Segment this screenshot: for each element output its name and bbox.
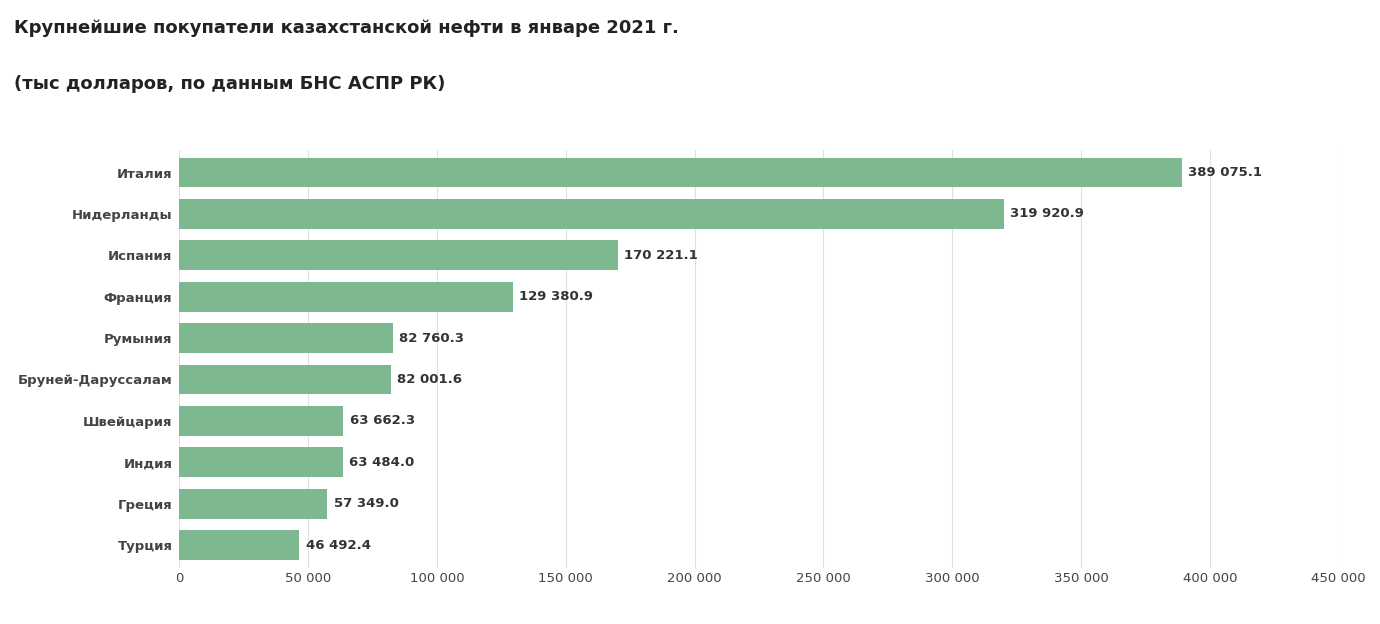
Text: Крупнейшие покупатели казахстанской нефти в январе 2021 г.: Крупнейшие покупатели казахстанской нефт… xyxy=(14,19,679,37)
Text: 170 221.1: 170 221.1 xyxy=(624,249,698,262)
Text: 82 760.3: 82 760.3 xyxy=(399,331,464,344)
Bar xyxy=(179,406,344,436)
Bar xyxy=(179,199,1003,229)
Text: (тыс долларов, по данным БНС АСПР РК): (тыс долларов, по данным БНС АСПР РК) xyxy=(14,75,446,93)
Bar xyxy=(179,530,299,560)
Bar xyxy=(179,489,327,519)
Bar xyxy=(179,158,1181,187)
Bar xyxy=(179,282,513,311)
Bar xyxy=(179,323,392,353)
Bar xyxy=(179,240,618,270)
Bar xyxy=(179,447,344,477)
Text: 63 662.3: 63 662.3 xyxy=(351,414,415,427)
Text: 129 380.9: 129 380.9 xyxy=(519,290,593,303)
Text: 63 484.0: 63 484.0 xyxy=(349,456,414,469)
Text: 57 349.0: 57 349.0 xyxy=(334,497,399,510)
Text: 319 920.9: 319 920.9 xyxy=(1010,207,1083,220)
Text: 82 001.6: 82 001.6 xyxy=(397,373,462,386)
Text: 389 075.1: 389 075.1 xyxy=(1188,166,1263,179)
Bar xyxy=(179,364,391,394)
Text: 46 492.4: 46 492.4 xyxy=(305,539,371,552)
